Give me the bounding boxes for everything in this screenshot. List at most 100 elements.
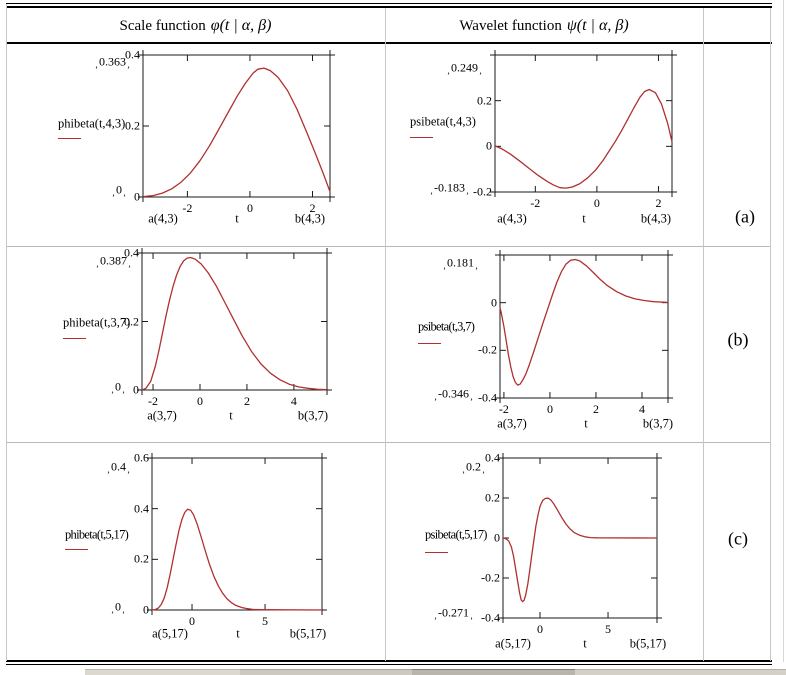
x-tick-label: -2 [498,402,509,416]
plot-frame-phibeta_5_17 [147,453,327,615]
y-tick-label: 0.2 [124,314,139,328]
axis-limit-max: 0.181 [442,256,479,271]
x-tick-label: -2 [182,201,193,215]
legend-trace-line [58,138,81,139]
x-tick-label: 0 [189,614,196,628]
axis-limit-max: 0.249 [446,61,483,76]
x-axis-upper-limit: b(3,7) [642,416,674,431]
x-axis-lower-limit: a(5,17) [152,626,188,641]
x-tick-label: -2 [530,196,541,210]
y-tick-label: 0 [143,602,149,617]
axis-limit-min: 0 [110,380,126,395]
axis-limit-max: 0.363 [94,55,131,70]
x-tick-label: 4 [638,402,645,416]
y-tick-label: -0.4 [481,610,500,625]
y-tick-label: -0.2 [481,570,500,585]
y-tick-label: 0 [486,138,492,153]
axis-limit-min: -0.271 [433,606,474,621]
y-tick-label: 0.2 [125,118,140,133]
plot-frame-psibeta_3_7 [495,250,673,403]
x-axis-variable: t [236,626,240,641]
y-tick-label: 0 [133,382,139,397]
top-rule-thin [6,3,772,4]
x-axis-upper-limit: b(4,3) [294,211,326,226]
header-rule [6,42,772,44]
x-tick-label: 4 [290,394,297,408]
x-axis-variable: t [584,416,588,431]
axis-limit-min: -0.346 [433,387,474,402]
x-axis-upper-limit: b(4,3) [640,211,672,226]
bottom-rule-thick [6,660,772,662]
table-left-border [6,4,7,661]
header-scale-label: Scale function [119,17,206,34]
legend-label: psibeta(t,4,3) [410,114,476,129]
taskbar-fragment-mid[interactable] [240,669,412,675]
y-tick-label: 0.4 [485,450,500,465]
x-tick-label: 0 [196,394,203,408]
y-tick-label: 0.6 [134,450,149,465]
legend-trace-line [418,343,441,344]
x-axis-upper-limit: b(3,7) [297,408,329,423]
legend-label: phibeta(t,5,17) [65,527,129,542]
y-tick-label: 0.2 [477,93,492,108]
legend-label: psibeta(t,3,7) [418,319,475,334]
y-tick-label: -0.4 [478,390,497,405]
x-axis-lower-limit: a(3,7) [147,408,177,423]
legend-label: phibeta(t,4,3) [58,116,126,131]
legend-trace-line [410,137,433,138]
header-wavelet-formula: ψ(t | α, β) [566,17,629,34]
column-divider-1 [385,8,386,661]
x-axis-variable: t [583,636,587,651]
plot-frame-psibeta_5_17 [498,453,662,623]
plot-frame-phibeta_4_3 [138,50,335,202]
row-label-c: (c) [728,528,748,549]
axis-limit-max: 0.4 [106,460,131,475]
row-label-a: (a) [735,206,755,227]
x-tick-label: 2 [309,201,316,215]
x-axis-variable: t [582,211,586,226]
table-right-border [770,8,771,661]
row-divider-bc [6,442,771,443]
axis-limit-min: -0.183 [429,181,470,196]
x-tick-label: 0 [246,201,253,215]
y-tick-label: 0.2 [134,551,149,566]
plot-frame-phibeta_3_7 [137,248,332,395]
y-tick-label: 0.2 [485,490,500,505]
x-axis-lower-limit: a(4,3) [497,211,527,226]
taskbar-fragment-dark[interactable] [412,669,575,675]
y-tick-label: 0 [491,295,497,310]
legend-trace-line [425,552,448,553]
taskbar-fragment-left[interactable] [85,669,240,675]
legend-label: psibeta(t,5,17) [425,527,487,542]
taskbar-fragment-right[interactable] [575,669,786,675]
axis-limit-min: 0 [111,183,127,198]
y-tick-label: 0 [494,530,500,545]
axis-limit-max: 0.387 [95,254,132,269]
plot-frame-psibeta_4_3 [490,50,677,197]
legend-trace-line [65,549,88,550]
y-tick-label: 0 [134,189,140,204]
legend-trace-line [63,338,86,339]
x-axis-lower-limit: a(3,7) [497,416,527,431]
x-tick-label: 5 [605,622,612,636]
x-axis-variable: t [229,408,233,423]
x-axis-lower-limit: a(4,3) [148,211,178,226]
page-right-edge [783,0,784,662]
y-tick-label: 0.4 [134,501,149,516]
header-wavelet-function: Wavelet function ψ(t | α, β) [385,12,703,40]
x-tick-label: 0 [593,196,600,210]
axis-limit-max: 0.2 [461,460,486,475]
x-axis-lower-limit: a(5,17) [495,636,531,651]
header-wavelet-label: Wavelet function [459,17,562,34]
x-tick-label: 0 [537,622,543,636]
x-tick-label: 2 [243,394,250,408]
legend-label: phibeta(t,3,7) [63,315,131,330]
row-divider-ab [6,246,771,247]
top-rule-thick [6,6,772,8]
x-tick-label: -2 [148,394,159,408]
header-scale-function: Scale function φ(t | α, β) [6,12,385,40]
row-label-b: (b) [727,329,749,350]
x-axis-variable: t [235,211,239,226]
column-divider-2 [703,8,704,661]
